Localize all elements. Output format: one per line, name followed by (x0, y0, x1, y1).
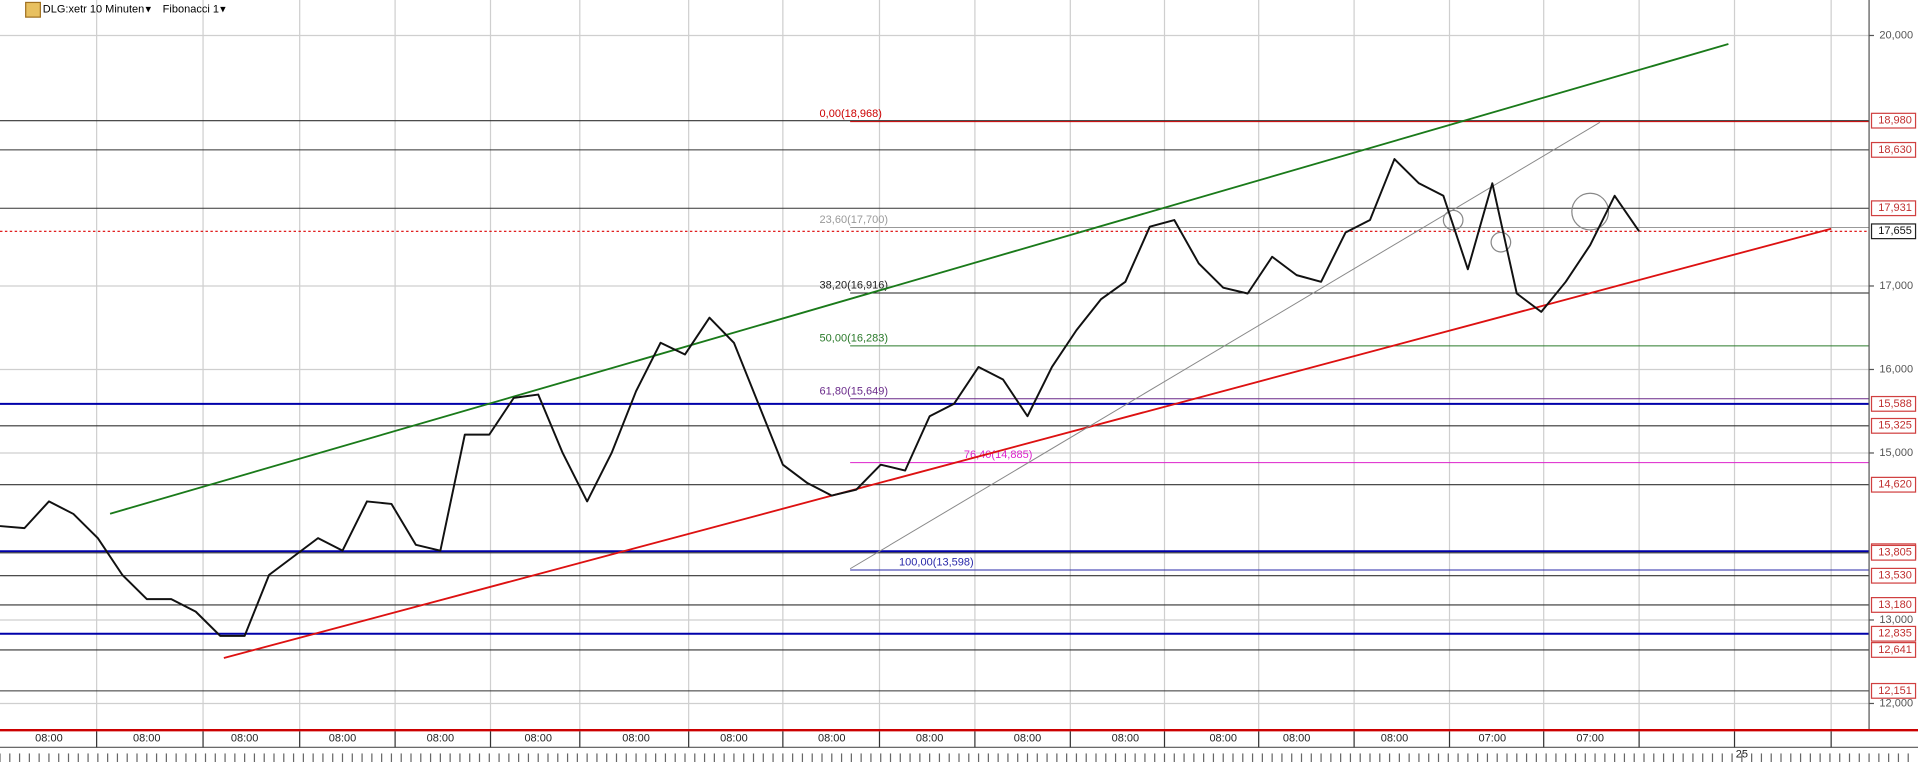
levels: 0,00(18,968) 23,60(17,700) 38,20(16,916) 50… (0, 108, 1870, 692)
level-box (1870, 567, 1917, 584)
level-box (1870, 476, 1917, 493)
y-tick-label: 20,000 (1879, 29, 1913, 41)
level-box (1870, 417, 1917, 434)
fib-label: 50,00(16,283) (820, 332, 889, 344)
fib-label: 76,40(14,885) (964, 449, 1033, 461)
x-tick-label: 08:00 (329, 733, 357, 745)
level-box (1870, 682, 1917, 699)
y-tick-label: 12,000 (1879, 697, 1913, 709)
level-label: 12,835 (1878, 628, 1912, 640)
level-box (1870, 223, 1917, 240)
x-tick-label: 07:00 (1479, 733, 1507, 745)
date-label: 25 (1736, 749, 1748, 761)
level-label: 14,620 (1878, 479, 1912, 491)
x-tick-label: 08:00 (818, 733, 846, 745)
level-box (1870, 544, 1917, 561)
y-tick-label: 15,000 (1879, 447, 1913, 459)
x-tick-label: 08:00 (133, 733, 161, 745)
y-tick-label: 16,000 (1879, 363, 1913, 375)
x-tick-label: 08:00 (35, 733, 63, 745)
fib-label: 38,20(16,916) (820, 280, 889, 292)
level-label: 13,805 (1878, 547, 1912, 559)
level-box (1870, 625, 1917, 642)
x-tick-label: 08:00 (916, 733, 944, 745)
dropdown-arrow[interactable]: ▾ (146, 4, 152, 16)
level-box (1870, 200, 1917, 217)
x-tick-label: 08:00 (1381, 733, 1409, 745)
x-tick-label: 08:00 (1014, 733, 1042, 745)
x-tick-label: 08:00 (427, 733, 455, 745)
level-label: 12,151 (1878, 685, 1912, 697)
level-label: 17,655 (1878, 225, 1912, 237)
symbol-icon[interactable] (25, 1, 41, 18)
price-line (0, 158, 1640, 637)
x-tick-label: 08:00 (720, 733, 748, 745)
y-tick-label: 17,000 (1879, 280, 1913, 292)
level-label: 13,530 (1878, 570, 1912, 582)
level-label: 15,588 (1878, 398, 1912, 410)
x-tick-label: 08:00 (1112, 733, 1140, 745)
level-label: 17,931 (1878, 202, 1912, 214)
price-layer (0, 158, 1640, 637)
marker-circle (1490, 231, 1512, 253)
level-label: 13,180 (1878, 599, 1912, 611)
y-tick-label: 13,000 (1879, 614, 1913, 626)
level-box (1870, 395, 1917, 412)
level-label: 15,325 (1878, 420, 1912, 432)
x-tick-label: 07:00 (1576, 733, 1604, 745)
fib-label: 0,00(18,968) (820, 108, 882, 120)
level-label: 18,630 (1878, 144, 1912, 156)
level-box (1870, 112, 1917, 129)
x-tick-label: 08:00 (1283, 733, 1311, 745)
level-box (1870, 141, 1917, 158)
x-tick-label: 08:00 (231, 733, 259, 745)
x-tick-label: 08:00 (524, 733, 552, 745)
level-box (1870, 597, 1917, 613)
level-label: 18,980 (1878, 115, 1912, 127)
level-box (1870, 642, 1917, 658)
fib-anchor-line (849, 121, 1601, 570)
dropdown-arrow[interactable]: ▾ (220, 4, 226, 16)
marker-circle (1571, 192, 1610, 231)
study-label[interactable]: Fibonacci 1 (163, 4, 219, 16)
fib-label: 61,80(15,649) (820, 385, 889, 397)
trend-line (223, 227, 1832, 659)
fib-label: 100,00(13,598) (899, 557, 974, 569)
symbol-label[interactable]: DLG:xetr 10 Minuten (43, 4, 145, 16)
marker-circle (1442, 209, 1464, 231)
x-axis: 08:00 08:00 08:00 08:00 08:00 08:00 08:00 08:00… (0, 731, 1909, 762)
trend-line (109, 43, 1729, 515)
x-tick-label: 08:00 (1209, 733, 1237, 745)
x-tick-label: 08:00 (622, 733, 650, 745)
level-label: 12,641 (1878, 644, 1912, 656)
y-axis: 20,000 17,000 16,000 15,000 13,000 12,000 18,9… (1869, 29, 1917, 709)
fib-label: 23,60(17,700) (820, 214, 889, 226)
